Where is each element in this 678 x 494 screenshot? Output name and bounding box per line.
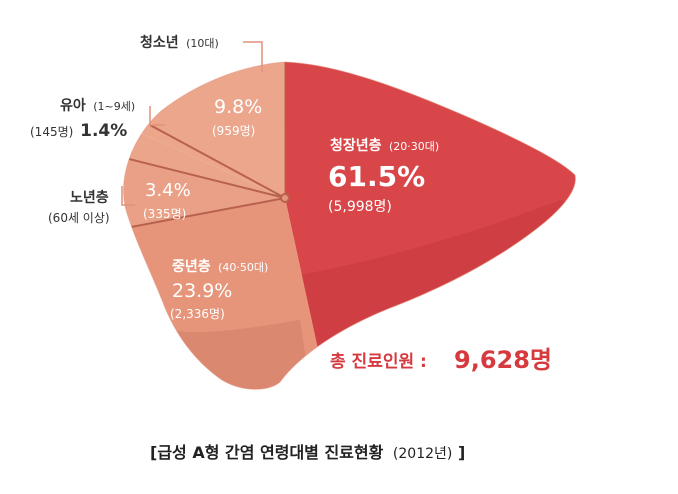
label-young-adults-name: 청장년층 <box>330 137 382 154</box>
label-seniors-age: (60세 이상) <box>48 211 110 225</box>
chart-caption-close: ] <box>458 443 465 462</box>
leader-line-teens <box>243 41 263 72</box>
label-teens-percent: 9.8% <box>214 96 262 118</box>
slice-young-adults <box>285 62 576 390</box>
label-young-adults-count: (5,998명) <box>328 199 392 215</box>
total-label: 총 진료인원 : <box>330 352 427 372</box>
label-seniors-count: (335명) <box>143 207 186 221</box>
label-middle-age-percent: 23.9% <box>172 280 232 302</box>
label-teens-name: 청소년 <box>140 35 179 51</box>
total-value: 9,628명 <box>454 346 552 374</box>
label-seniors-percent: 3.4% <box>145 180 191 201</box>
divider-middle-seniors <box>123 197 286 232</box>
label-middle-age-age: (40·50대) <box>218 261 268 274</box>
label-young-adults-percent: 61.5% <box>328 160 425 193</box>
divider-seniors-infants <box>124 157 286 199</box>
label-teens-count: (959명) <box>212 124 255 138</box>
chart-caption: [급성 A형 간염 연령대별 진료현황 (2012년) ] <box>150 443 465 462</box>
chart-caption-main: [급성 A형 간염 연령대별 진료현황 <box>150 443 384 462</box>
label-middle-age: 중년층 (40·50대) <box>172 259 268 275</box>
chart-caption-year: (2012년) <box>393 446 452 462</box>
label-young-adults-age: (20·30대) <box>389 140 439 153</box>
label-young-adults: 청장년층 (20·30대) <box>330 137 439 154</box>
label-middle-age-count: (2,336명) <box>170 307 225 321</box>
leader-line-infants <box>149 106 165 126</box>
slice-middle-age-shadow <box>170 320 320 390</box>
label-infants: 유아 (1~9세) <box>60 97 135 114</box>
label-teens-age: (10대) <box>186 37 219 50</box>
label-infants-values: (145명) 1.4% <box>30 121 127 141</box>
label-teens: 청소년 (10대) <box>140 35 219 51</box>
label-infants-age: (1~9세) <box>93 100 135 113</box>
label-infants-percent: 1.4% <box>80 121 127 141</box>
label-infants-name: 유아 <box>60 97 86 114</box>
center-dot <box>280 193 290 203</box>
divider-infants-teens <box>149 124 286 199</box>
slice-seniors <box>123 150 285 235</box>
label-seniors-name: 노년층 <box>70 190 109 206</box>
leader-line-seniors <box>121 186 135 206</box>
label-middle-age-name: 중년층 <box>172 259 211 275</box>
label-infants-count: (145명) <box>30 125 73 139</box>
liver-slices <box>123 62 576 390</box>
